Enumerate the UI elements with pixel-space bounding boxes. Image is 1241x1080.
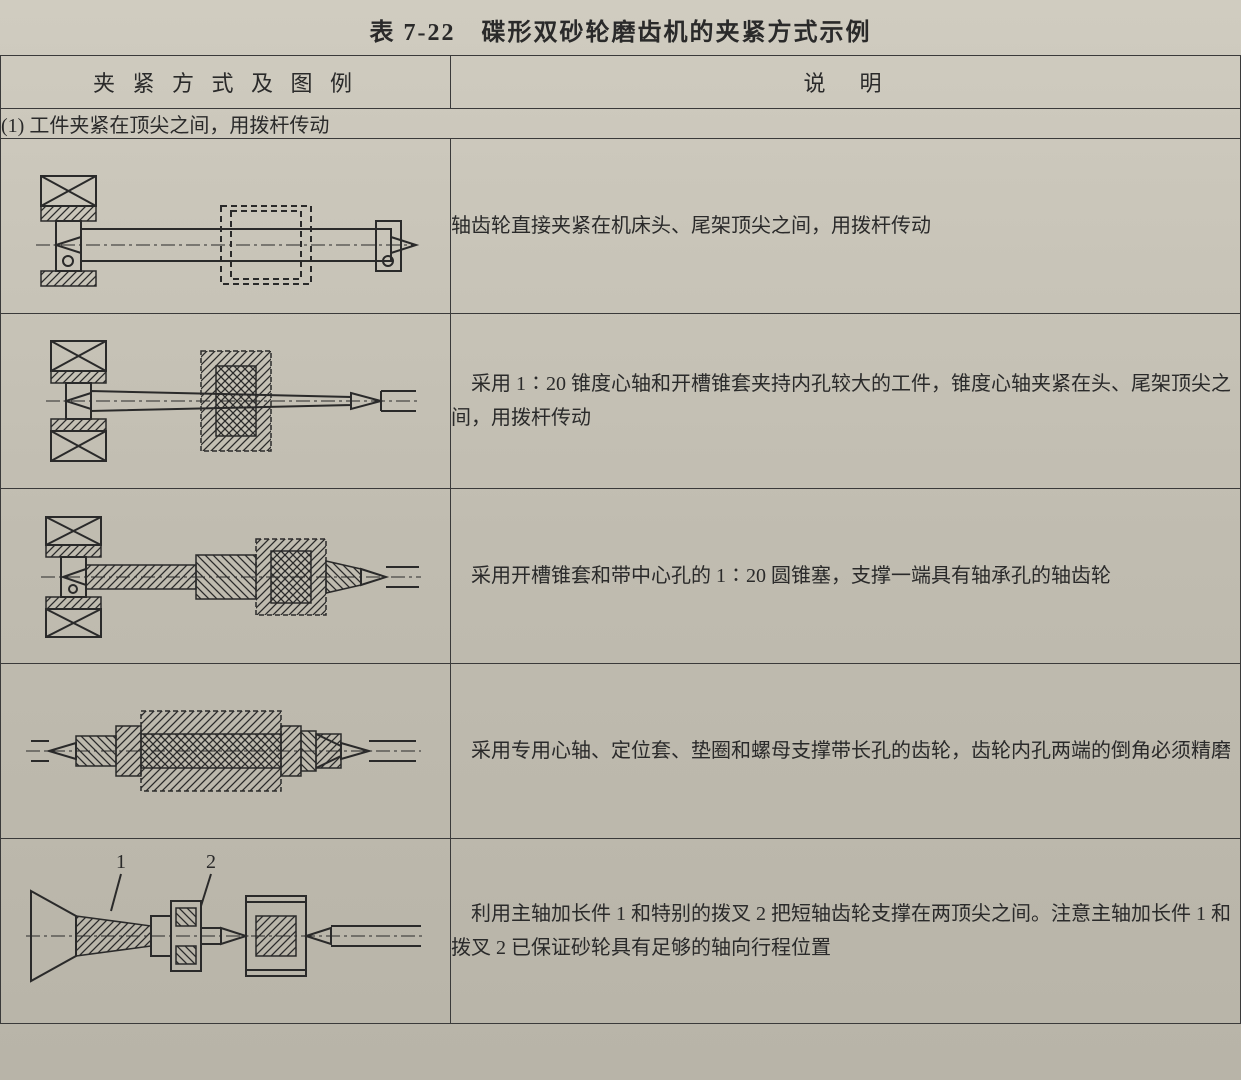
diagram-cell-5: 1 2	[1, 839, 451, 1024]
label-2: 2	[206, 851, 216, 873]
table-row: 轴齿轮直接夹紧在机床头、尾架顶尖之间，用拨杆传动	[1, 139, 1241, 314]
table-title: 表 7-22 碟形双砂轮磨齿机的夹紧方式示例	[0, 0, 1241, 55]
label-1: 1	[116, 851, 126, 873]
subheader-cell: (1) 工件夹紧在顶尖之间，用拨杆传动	[1, 109, 1241, 139]
diagram-4-svg	[21, 676, 431, 826]
table-row: 采用开槽锥套和带中心孔的 1∶20 圆锥塞，支撑一端具有轴承孔的轴齿轮	[1, 489, 1241, 664]
subheader-row: (1) 工件夹紧在顶尖之间，用拨杆传动	[1, 109, 1241, 139]
diagram-cell-3	[1, 489, 451, 664]
clamping-table: 夹 紧 方 式 及 图 例 说 明 (1) 工件夹紧在顶尖之间，用拨杆传动	[0, 55, 1241, 1024]
diagram-2-svg	[21, 321, 431, 481]
diagram-cell-1	[1, 139, 451, 314]
diagram-3-svg	[21, 499, 431, 654]
desc-cell-2: 采用 1∶20 锥度心轴和开槽锥套夹持内孔较大的工件，锥度心轴夹紧在头、尾架顶尖…	[451, 314, 1241, 489]
diagram-cell-2	[1, 314, 451, 489]
desc-cell-3: 采用开槽锥套和带中心孔的 1∶20 圆锥塞，支撑一端具有轴承孔的轴齿轮	[451, 489, 1241, 664]
table-row: 采用 1∶20 锥度心轴和开槽锥套夹持内孔较大的工件，锥度心轴夹紧在头、尾架顶尖…	[1, 314, 1241, 489]
diagram-5-svg: 1 2	[21, 846, 431, 1016]
diagram-cell-4	[1, 664, 451, 839]
desc-cell-5: 利用主轴加长件 1 和特别的拨叉 2 把短轴齿轮支撑在两顶尖之间。注意主轴加长件…	[451, 839, 1241, 1024]
table-row: 采用专用心轴、定位套、垫圈和螺母支撑带长孔的齿轮，齿轮内孔两端的倒角必须精磨	[1, 664, 1241, 839]
desc-cell-4: 采用专用心轴、定位套、垫圈和螺母支撑带长孔的齿轮，齿轮内孔两端的倒角必须精磨	[451, 664, 1241, 839]
table-row: 1 2	[1, 839, 1241, 1024]
header-right: 说 明	[451, 56, 1241, 109]
table-header-row: 夹 紧 方 式 及 图 例 说 明	[1, 56, 1241, 109]
page-container: 表 7-22 碟形双砂轮磨齿机的夹紧方式示例 夹 紧 方 式 及 图 例 说 明…	[0, 0, 1241, 1080]
header-left: 夹 紧 方 式 及 图 例	[1, 56, 451, 109]
desc-cell-1: 轴齿轮直接夹紧在机床头、尾架顶尖之间，用拨杆传动	[451, 139, 1241, 314]
diagram-1-svg	[21, 151, 431, 301]
